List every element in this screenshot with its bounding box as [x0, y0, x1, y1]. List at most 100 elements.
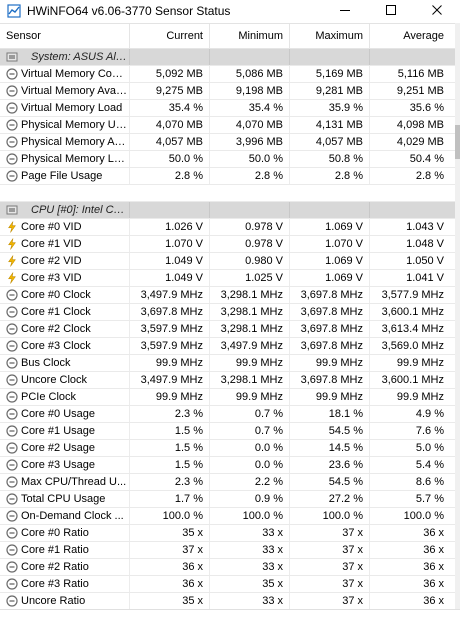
- value-minimum: 50.0 %: [210, 151, 290, 167]
- sensor-clock-icon: [6, 459, 18, 471]
- sensor-row[interactable]: Core #3 VID 1.049 V 1.025 V 1.069 V 1.041 V: [0, 270, 455, 287]
- value-maximum: 99.9 MHz: [290, 389, 370, 405]
- value-average: 3,577.9 MHz: [381, 289, 444, 301]
- sensor-clock-icon: [6, 102, 18, 114]
- value-minimum: 99.9 MHz: [210, 355, 290, 371]
- bottom-edge: [0, 609, 460, 624]
- value-average: 1.041 V: [406, 272, 444, 284]
- sensor-row[interactable]: Core #2 Ratio 36 x 33 x 37 x 36 x: [0, 559, 455, 576]
- value-maximum: 99.9 MHz: [290, 355, 370, 371]
- sensor-name-cell: Core #1 Ratio: [0, 542, 130, 558]
- sensor-row[interactable]: Physical Memory Av... 4,057 MB 3,996 MB 4,0…: [0, 134, 455, 151]
- sensor-clock-icon: [6, 340, 18, 352]
- value-average: 36 x: [423, 578, 444, 590]
- value-minimum: 3,298.1 MHz: [210, 287, 290, 303]
- sensor-label: Page File Usage: [21, 170, 103, 182]
- column-header-current[interactable]: Current: [130, 24, 210, 48]
- sensor-row[interactable]: Core #3 Ratio 36 x 35 x 37 x 36 x: [0, 576, 455, 593]
- sensor-name-cell: Virtual Memory Com...: [0, 66, 130, 82]
- sensor-row[interactable]: Core #2 Usage 1.5 % 0.0 % 14.5 % 5.0 %: [0, 440, 455, 457]
- sensor-row[interactable]: Core #0 Ratio 35 x 33 x 37 x 36 x: [0, 525, 455, 542]
- sensor-row[interactable]: Core #0 VID 1.026 V 0.978 V 1.069 V 1.043 V: [0, 219, 455, 236]
- sensor-row[interactable]: Core #1 Ratio 37 x 33 x 37 x 36 x: [0, 542, 455, 559]
- sensor-row[interactable]: Core #1 VID 1.070 V 0.978 V 1.070 V 1.048 V: [0, 236, 455, 253]
- sensor-row[interactable]: Core #1 Usage 1.5 % 0.7 % 54.5 % 7.6 %: [0, 423, 455, 440]
- value-current: 35.4 %: [130, 100, 210, 116]
- sensor-row[interactable]: Core #2 VID 1.049 V 0.980 V 1.069 V 1.050 V: [0, 253, 455, 270]
- sensor-row[interactable]: Bus Clock 99.9 MHz 99.9 MHz 99.9 MHz 99.9 MH…: [0, 355, 455, 372]
- sensor-label: Physical Memory Used: [21, 119, 127, 131]
- sensor-row[interactable]: Physical Memory Load 50.0 % 50.0 % 50.8 % 50…: [0, 151, 455, 168]
- scrollbar-thumb[interactable]: [455, 125, 460, 159]
- value-minimum: 3,298.1 MHz: [210, 372, 290, 388]
- column-header-sensor[interactable]: Sensor: [0, 24, 130, 48]
- sensor-label: Physical Memory Av...: [21, 136, 127, 148]
- value-current: 2.3 %: [130, 474, 210, 490]
- value-average: 5.0 %: [415, 442, 444, 454]
- value-minimum: 0.0 %: [210, 440, 290, 456]
- sensor-row[interactable]: Max CPU/Thread U... 2.3 % 2.2 % 54.5 % 8.6 %: [0, 474, 455, 491]
- column-header-average[interactable]: Average: [403, 30, 444, 42]
- sensor-row[interactable]: PCIe Clock 99.9 MHz 99.9 MHz 99.9 MHz 99.9 M…: [0, 389, 455, 406]
- value-maximum: 3,697.8 MHz: [290, 372, 370, 388]
- sensor-row[interactable]: Virtual Memory Load 35.4 % 35.4 % 35.9 % 35.…: [0, 100, 455, 117]
- value-average: 1.048 V: [406, 238, 444, 250]
- voltage-bolt-icon: [6, 238, 18, 250]
- sensor-name-cell: Physical Memory Load: [0, 151, 130, 167]
- group-label: CPU [#0]: Intel Cor...: [31, 204, 127, 216]
- close-button[interactable]: [414, 0, 460, 22]
- empty-cell: [130, 49, 210, 65]
- value-current: 35 x: [130, 525, 210, 541]
- column-header-minimum[interactable]: Minimum: [210, 24, 290, 48]
- sensor-row[interactable]: On-Demand Clock ... 100.0 % 100.0 % 100.0 %…: [0, 508, 455, 525]
- minimize-button[interactable]: [322, 0, 368, 22]
- voltage-bolt-icon: [6, 221, 18, 233]
- sensor-row[interactable]: Total CPU Usage 1.7 % 0.9 % 27.2 % 5.7 %: [0, 491, 455, 508]
- value-minimum: 0.0 %: [210, 457, 290, 473]
- value-current: 1.070 V: [130, 236, 210, 252]
- value-maximum: 35.9 %: [290, 100, 370, 116]
- sensor-row[interactable]: Physical Memory Used 4,070 MB 4,070 MB 4,13…: [0, 117, 455, 134]
- sensor-row[interactable]: Virtual Memory Com... 5,092 MB 5,086 MB 5,1…: [0, 66, 455, 83]
- value-current: 1.049 V: [130, 253, 210, 269]
- value-current: 2.3 %: [130, 406, 210, 422]
- sensor-label: Core #0 Clock: [21, 289, 91, 301]
- sensor-clock-icon: [6, 442, 18, 454]
- value-average: 1.043 V: [406, 221, 444, 233]
- sensor-name-cell: Core #2 Ratio: [0, 559, 130, 575]
- sensor-row[interactable]: Uncore Ratio 35 x 33 x 37 x 36 x: [0, 593, 455, 610]
- value-current: 1.7 %: [130, 491, 210, 507]
- sensor-label: Bus Clock: [21, 357, 71, 369]
- sensor-group-row[interactable]: System: ASUS All S...: [0, 49, 455, 66]
- sensor-row[interactable]: Page File Usage 2.8 % 2.8 % 2.8 % 2.8 %: [0, 168, 455, 185]
- table-header: Sensor Current Minimum Maximum Average: [0, 24, 455, 49]
- value-average: 100.0 %: [403, 510, 444, 522]
- sensor-row[interactable]: Core #0 Usage 2.3 % 0.7 % 18.1 % 4.9 %: [0, 406, 455, 423]
- sensor-row[interactable]: Core #2 Clock 3,597.9 MHz 3,298.1 MHz 3,697…: [0, 321, 455, 338]
- sensor-name-cell: Core #2 VID: [0, 253, 130, 269]
- sensor-row[interactable]: Core #1 Clock 3,697.8 MHz 3,298.1 MHz 3,697…: [0, 304, 455, 321]
- sensor-row[interactable]: Uncore Clock 3,497.9 MHz 3,298.1 MHz 3,697.…: [0, 372, 455, 389]
- sensor-row[interactable]: Core #3 Usage 1.5 % 0.0 % 23.6 % 5.4 %: [0, 457, 455, 474]
- sensor-group-row[interactable]: CPU [#0]: Intel Cor...: [0, 202, 455, 219]
- sensor-clock-icon: [6, 595, 18, 607]
- vertical-scrollbar[interactable]: [455, 23, 460, 623]
- value-maximum: 100.0 %: [290, 508, 370, 524]
- sensor-name-cell: Core #3 Usage: [0, 457, 130, 473]
- sensor-name-cell: Total CPU Usage: [0, 491, 130, 507]
- sensor-row[interactable]: Virtual Memory Avai... 9,275 MB 9,198 MB 9,…: [0, 83, 455, 100]
- value-maximum: 50.8 %: [290, 151, 370, 167]
- value-maximum: 37 x: [290, 525, 370, 541]
- sensor-clock-icon: [6, 561, 18, 573]
- sensor-name-cell: Uncore Ratio: [0, 593, 130, 609]
- value-current: 5,092 MB: [130, 66, 210, 82]
- maximize-button[interactable]: [368, 0, 414, 22]
- sensor-row[interactable]: Core #0 Clock 3,497.9 MHz 3,298.1 MHz 3,697…: [0, 287, 455, 304]
- sensor-name-cell: Core #1 Usage: [0, 423, 130, 439]
- column-header-maximum[interactable]: Maximum: [290, 24, 370, 48]
- sensor-name-cell: Uncore Clock: [0, 372, 130, 388]
- sensor-row[interactable]: Core #3 Clock 3,597.9 MHz 3,497.9 MHz 3,697…: [0, 338, 455, 355]
- sensor-clock-icon: [6, 408, 18, 420]
- sensor-clock-icon: [6, 136, 18, 148]
- sensor-clock-icon: [6, 153, 18, 165]
